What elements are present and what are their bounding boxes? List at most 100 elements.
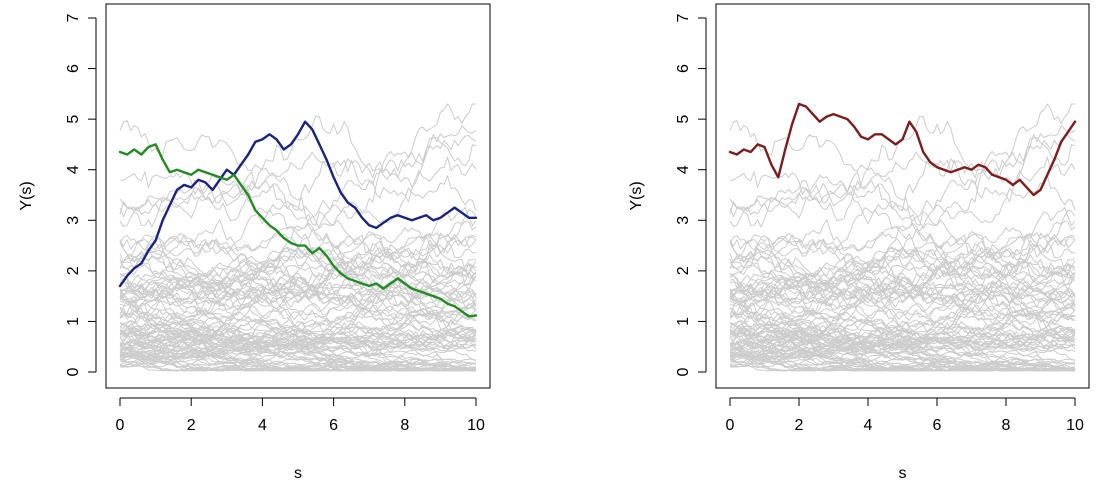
background-series-line [119,219,477,279]
x-axis: 0 2 4 6 8 10 [116,397,485,434]
y-tick-label: 1 [675,317,692,326]
background-series-line [729,320,1076,343]
background-series-line [729,245,1076,319]
plot-frame [105,3,491,389]
right-panel: 0 2 4 6 8 10 0 1 2 3 4 5 6 7 s Y(s) [628,3,1090,482]
x-tick-label: 10 [1066,417,1084,434]
y-tick-label: 6 [65,64,82,73]
background-series-line [119,239,477,311]
y-tick-label: 6 [675,64,692,73]
x-tick-label: 2 [795,417,804,434]
background-series-line [119,327,477,372]
background-series-line [119,151,477,228]
background-series-line [119,344,477,372]
background-series-line [120,103,476,229]
y-axis: 0 1 2 3 4 5 6 7 [675,13,707,376]
background-series-line [119,258,477,321]
background-series-line [119,220,477,290]
x-tick-label: 6 [329,417,338,434]
y-tick-label: 4 [65,165,82,174]
y-tick-label: 5 [675,115,692,124]
background-series-line [119,307,477,362]
y-axis: 0 1 2 3 4 5 6 7 [65,13,97,376]
background-series-line [729,135,1076,307]
background-series-line [729,308,1076,370]
background-series-line [729,326,1076,350]
background-series-line [119,326,477,350]
background-series-line [119,273,477,343]
left-panel: 0 2 4 6 8 10 0 1 2 3 4 5 6 7 s Y(s) [18,3,491,482]
background-series-line [729,286,1076,333]
background-series-line [729,260,1076,307]
background-series-line [729,338,1076,370]
y-tick-label: 2 [65,266,82,275]
background-series-line [729,309,1076,363]
background-series-line [119,180,477,273]
background-series-line [119,338,477,370]
background-series-line [729,180,1076,273]
highlighted-series-line-2 [118,143,478,318]
x-tick-label: 4 [258,417,267,434]
y-tick-label: 0 [675,367,692,376]
y-tick-label: 3 [675,216,692,225]
x-axis: 0 2 4 6 8 10 [726,397,1084,434]
background-series-line [729,239,1076,311]
background-series-line [729,322,1076,357]
background-series-line [729,248,1076,341]
background-series-line [729,207,1076,311]
y-axis-label: Y(s) [18,181,35,210]
background-series-line [729,263,1076,366]
y-tick-label: 3 [65,216,82,225]
highlighted-series-group [118,120,478,318]
background-series-line [729,253,1076,306]
background-series-line [119,231,477,280]
y-tick-label: 0 [65,367,82,376]
y-tick-label: 7 [675,13,692,22]
x-tick-label: 6 [933,417,942,434]
background-series-line [729,137,1076,228]
background-series-line [119,328,477,353]
background-series-group [119,103,477,372]
background-series-line [729,227,1076,316]
y-tick-label: 7 [65,13,82,22]
background-series-group [729,103,1076,372]
background-series-line [119,237,477,353]
background-series-line [119,280,477,318]
background-series-line [729,344,1076,372]
x-tick-label: 8 [400,417,409,434]
background-series-line [729,271,1076,351]
background-series-line [729,328,1076,353]
background-series-line [729,342,1076,371]
background-series-line [119,137,477,228]
background-series-line [729,237,1076,353]
background-series-line [729,273,1076,343]
background-series-line [119,310,477,350]
background-series-line [729,280,1076,318]
y-axis-label: Y(s) [628,181,645,210]
highlighted-series-group [728,102,1077,197]
highlighted-series-line-1 [118,120,478,288]
background-series-line [729,219,1076,279]
x-tick-label: 8 [1002,417,1011,434]
background-series-line [730,103,1075,229]
x-axis-label: s [899,465,907,482]
background-series-line [729,220,1076,290]
background-series-line [729,286,1076,329]
background-series-line [119,282,477,339]
background-series-line [729,307,1076,362]
background-series-line [729,282,1076,339]
x-tick-label: 2 [187,417,196,434]
background-series-line [119,322,477,357]
x-tick-label: 10 [467,417,485,434]
y-tick-label: 1 [65,317,82,326]
background-series-line [119,248,477,341]
x-tick-label: 4 [864,417,873,434]
background-series-line [119,262,477,316]
x-tick-label: 0 [116,417,125,434]
background-series-line [119,227,477,316]
background-series-line [729,203,1076,281]
background-series-line [119,253,477,306]
background-series-line [729,262,1076,316]
background-series-line [729,231,1076,280]
